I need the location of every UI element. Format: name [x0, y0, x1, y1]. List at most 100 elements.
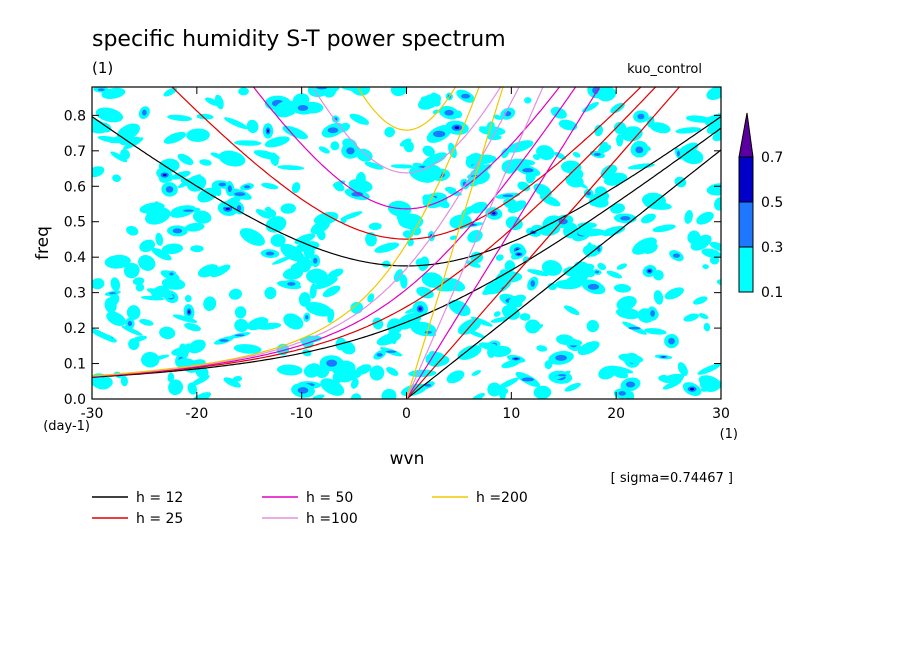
contour-blob	[314, 276, 338, 290]
contour-blob	[234, 192, 246, 197]
contour-blob	[270, 234, 286, 247]
contour-blob	[333, 182, 345, 192]
x-tick-label: 10	[502, 406, 520, 422]
dispersion-curve	[405, 87, 504, 399]
contour-blob	[104, 254, 131, 269]
contour-blob	[247, 317, 269, 331]
dispersion-curves	[92, 87, 721, 399]
y-axis-label: freq	[33, 226, 53, 260]
curve-legend: h = 12 h = 25 h = 50 h =100 h =200	[92, 490, 528, 527]
contour-blob	[92, 278, 105, 290]
contour-blob	[492, 212, 496, 215]
legend-label: h = 12	[136, 490, 183, 506]
contour-blob	[640, 213, 656, 224]
contour-blob	[184, 295, 192, 303]
contour-blob	[701, 248, 721, 258]
contour-blob	[422, 145, 435, 157]
contour-blob	[161, 277, 186, 290]
contour-blob	[282, 267, 304, 280]
contour-blob	[642, 192, 667, 209]
contour-blob	[228, 288, 242, 300]
legend-label: h = 50	[306, 490, 353, 506]
contour-blob	[517, 253, 521, 256]
contour-blob	[280, 203, 296, 214]
contour-blob	[563, 305, 580, 316]
contour-blob	[706, 87, 721, 100]
contour-blob	[190, 245, 204, 253]
contour-blob	[588, 191, 610, 207]
dispersion-curve	[92, 87, 657, 378]
contour-blob	[618, 391, 626, 396]
contour-blob	[471, 370, 481, 376]
contour-blob	[610, 203, 625, 214]
contour-blob	[533, 385, 552, 399]
y-tick-label: 0.5	[64, 215, 86, 231]
contour-blob	[210, 264, 231, 278]
contour-blob	[320, 87, 341, 95]
contour-blob	[536, 345, 548, 352]
contour-blob	[561, 338, 583, 346]
contour-blob	[261, 182, 279, 190]
contour-blob	[147, 354, 170, 362]
colorbar-segment	[738, 246, 754, 293]
contour-blob	[305, 301, 333, 317]
contour-blob	[429, 92, 441, 107]
contour-blob	[524, 97, 532, 104]
contour-blob	[298, 292, 311, 307]
contour-blob	[611, 369, 629, 379]
contour-blob	[126, 305, 141, 320]
contour-blob	[177, 153, 194, 165]
contour-blob	[274, 100, 298, 118]
contour-blob	[632, 237, 657, 255]
y-tick-label: 0.3	[64, 286, 86, 302]
contour-blob	[305, 315, 309, 320]
contour-blob	[492, 114, 503, 120]
contour-blob	[527, 269, 549, 277]
contour-blob	[616, 295, 637, 311]
contour-blob	[563, 272, 589, 288]
contour-blob	[586, 319, 599, 333]
contour-blob	[330, 141, 340, 151]
contour-blob	[313, 211, 339, 225]
contour-blob	[327, 127, 339, 134]
contour-blob	[505, 216, 523, 231]
y-tick-label: 0.6	[64, 179, 86, 195]
contour-blob	[514, 358, 518, 360]
contour-blob	[478, 342, 499, 351]
contour-blob	[350, 378, 359, 389]
contour-blob	[340, 217, 347, 224]
colorbar: 0.1 0.3 0.5 0.7	[738, 112, 783, 301]
contour-blob	[461, 93, 471, 99]
contour-blob	[92, 328, 114, 342]
dispersion-curve	[92, 87, 480, 377]
contour-blob	[365, 232, 377, 247]
y-tick-label: 0.8	[64, 108, 86, 124]
y-tick-label: 0.7	[64, 144, 86, 160]
contour-blob	[530, 280, 536, 287]
x-tick-label: -10	[290, 406, 313, 422]
x-tick-label: -20	[185, 406, 208, 422]
contour-blob	[192, 210, 212, 224]
contour-blob	[168, 379, 184, 396]
contour-blob	[424, 330, 432, 334]
contour-blob	[110, 277, 121, 292]
contour-blob	[139, 319, 154, 326]
contour-blob	[169, 272, 174, 276]
contour-blob	[219, 339, 229, 342]
contour-blob	[146, 288, 174, 299]
contour-blob	[332, 371, 343, 384]
contour-blob	[461, 205, 476, 216]
contour-blob	[625, 381, 636, 388]
contour-blob	[184, 222, 205, 232]
contour-blob	[350, 393, 362, 399]
contour-blob	[384, 126, 396, 138]
contour-blob	[601, 225, 626, 237]
contour-blob	[109, 135, 123, 144]
x-tick-label: 20	[607, 406, 625, 422]
contour-blob	[662, 380, 682, 390]
contour-blob	[422, 152, 447, 167]
contour-blob	[381, 388, 397, 399]
contour-blob	[704, 116, 721, 129]
contour-blob	[486, 134, 502, 141]
contour-blob	[234, 140, 262, 146]
